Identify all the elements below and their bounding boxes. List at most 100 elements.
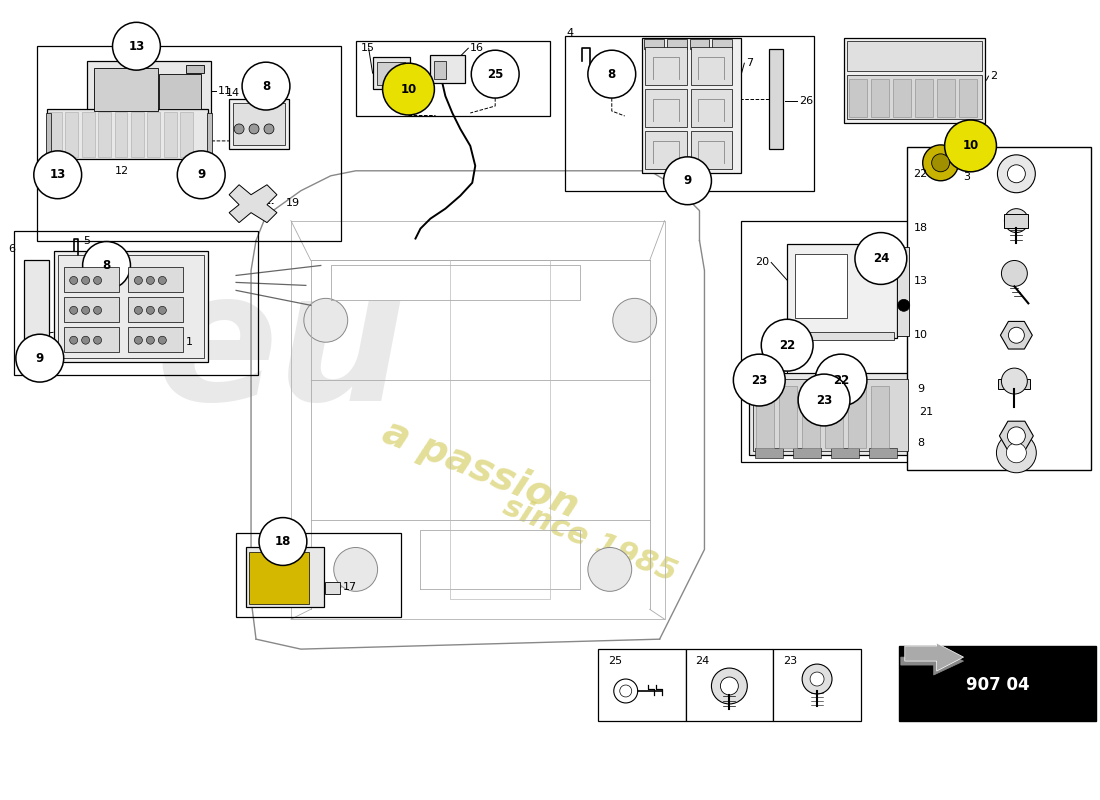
Text: 24: 24 — [695, 656, 710, 666]
Circle shape — [94, 336, 101, 344]
Text: 10: 10 — [400, 82, 417, 95]
Text: eu: eu — [155, 262, 406, 438]
Bar — [644, 39, 663, 50]
Bar — [825, 386, 843, 448]
Bar — [54, 250, 208, 362]
Circle shape — [94, 306, 101, 314]
Bar — [915, 79, 933, 117]
Circle shape — [945, 120, 997, 172]
Bar — [233, 103, 285, 145]
Text: 6: 6 — [9, 243, 15, 254]
Text: 9: 9 — [683, 174, 692, 187]
Bar — [131, 112, 144, 157]
Circle shape — [998, 155, 1035, 193]
Bar — [129, 298, 184, 322]
Bar — [899, 646, 1096, 721]
Bar — [22, 348, 51, 362]
Bar — [229, 99, 289, 149]
Bar — [645, 47, 686, 85]
Circle shape — [587, 50, 636, 98]
Text: since 1985: since 1985 — [498, 491, 681, 587]
Bar — [690, 39, 710, 50]
Text: 20: 20 — [756, 258, 769, 267]
Circle shape — [304, 298, 348, 342]
Bar — [430, 55, 465, 83]
Bar — [164, 112, 177, 157]
Polygon shape — [1000, 322, 1032, 349]
Circle shape — [81, 336, 89, 344]
Bar — [641, 38, 741, 173]
Text: 13: 13 — [129, 40, 144, 53]
Text: 8: 8 — [102, 259, 111, 272]
Circle shape — [1001, 368, 1027, 394]
Bar — [47, 109, 208, 159]
Polygon shape — [905, 643, 964, 671]
Circle shape — [383, 63, 434, 115]
Circle shape — [614, 679, 638, 703]
Bar — [81, 112, 95, 157]
Circle shape — [134, 277, 142, 285]
Bar — [373, 57, 410, 89]
Bar — [114, 112, 128, 157]
Text: 17: 17 — [343, 582, 356, 592]
Circle shape — [734, 354, 785, 406]
Circle shape — [1006, 443, 1026, 462]
Bar — [14, 230, 258, 375]
Text: 18: 18 — [914, 222, 927, 233]
Bar — [434, 61, 447, 79]
Circle shape — [802, 664, 832, 694]
Bar — [871, 79, 889, 117]
Circle shape — [146, 277, 154, 285]
Text: 2: 2 — [990, 71, 998, 81]
Circle shape — [1008, 427, 1025, 445]
Circle shape — [810, 672, 824, 686]
Bar — [147, 112, 161, 157]
Bar — [180, 112, 194, 157]
Circle shape — [242, 62, 290, 110]
Bar — [94, 68, 158, 111]
Circle shape — [587, 547, 631, 591]
Circle shape — [146, 336, 154, 344]
Circle shape — [69, 277, 78, 285]
Bar — [64, 298, 119, 322]
Bar — [186, 65, 205, 73]
Text: 22: 22 — [914, 169, 927, 178]
Bar — [847, 42, 982, 71]
Text: a passion: a passion — [377, 414, 584, 526]
Circle shape — [34, 151, 81, 198]
Circle shape — [82, 242, 131, 290]
Circle shape — [81, 277, 89, 285]
Circle shape — [613, 298, 657, 342]
Bar — [844, 38, 986, 123]
Text: 23: 23 — [783, 656, 798, 666]
Text: 21: 21 — [918, 407, 933, 417]
Circle shape — [720, 677, 738, 695]
Bar — [691, 131, 733, 169]
Bar — [795, 254, 847, 318]
Circle shape — [799, 374, 850, 426]
Bar — [65, 112, 78, 157]
Circle shape — [898, 299, 910, 311]
Circle shape — [1001, 261, 1027, 286]
Circle shape — [761, 319, 813, 371]
Circle shape — [158, 277, 166, 285]
Bar — [896, 246, 909, 336]
Bar — [48, 112, 62, 157]
Bar — [46, 113, 51, 157]
Text: 9: 9 — [197, 168, 206, 182]
Text: 8: 8 — [917, 438, 924, 448]
Text: 9: 9 — [35, 352, 44, 365]
Bar — [749, 373, 914, 455]
Circle shape — [815, 354, 867, 406]
Text: 1: 1 — [186, 338, 194, 347]
Circle shape — [112, 22, 161, 70]
Bar — [757, 386, 774, 448]
Text: 7: 7 — [746, 58, 754, 68]
Text: 11: 11 — [218, 86, 232, 96]
Bar — [207, 113, 212, 157]
Bar — [667, 39, 686, 50]
Bar — [849, 79, 867, 117]
Circle shape — [619, 685, 631, 697]
Text: 4: 4 — [566, 28, 573, 38]
Circle shape — [1009, 327, 1024, 343]
